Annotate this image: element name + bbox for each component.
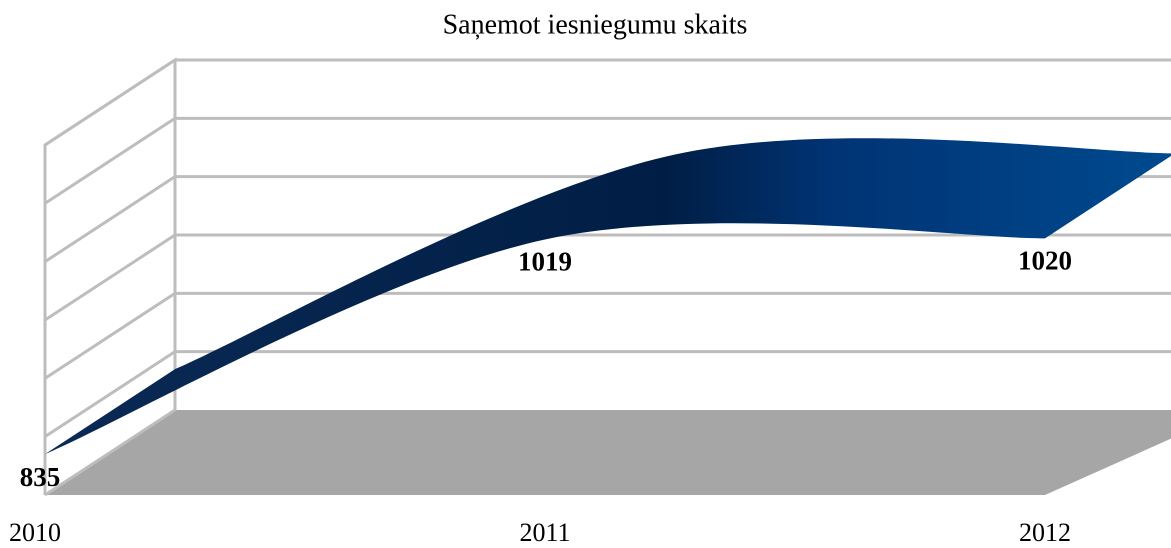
line-ribbon	[45, 138, 1171, 455]
grid-line	[44, 350, 1171, 438]
x-tick-label: 2011	[519, 518, 570, 547]
x-tick-label: 2012	[1019, 518, 1071, 547]
value-label: 1019	[518, 247, 572, 277]
grid-line	[44, 116, 1171, 205]
grid-line	[44, 291, 1171, 380]
value-label: 1020	[1018, 246, 1072, 276]
x-tick-label: 2010	[9, 518, 61, 547]
value-label: 835	[20, 462, 61, 492]
grid-line	[44, 58, 1171, 147]
grid-line	[44, 233, 1171, 322]
floor	[45, 410, 1171, 495]
chart-title: Saņemot iesniegumu skaits	[443, 9, 748, 40]
plot: 835 2010 1019 2011 1020 2012	[9, 138, 1171, 547]
walls	[43, 57, 1171, 497]
